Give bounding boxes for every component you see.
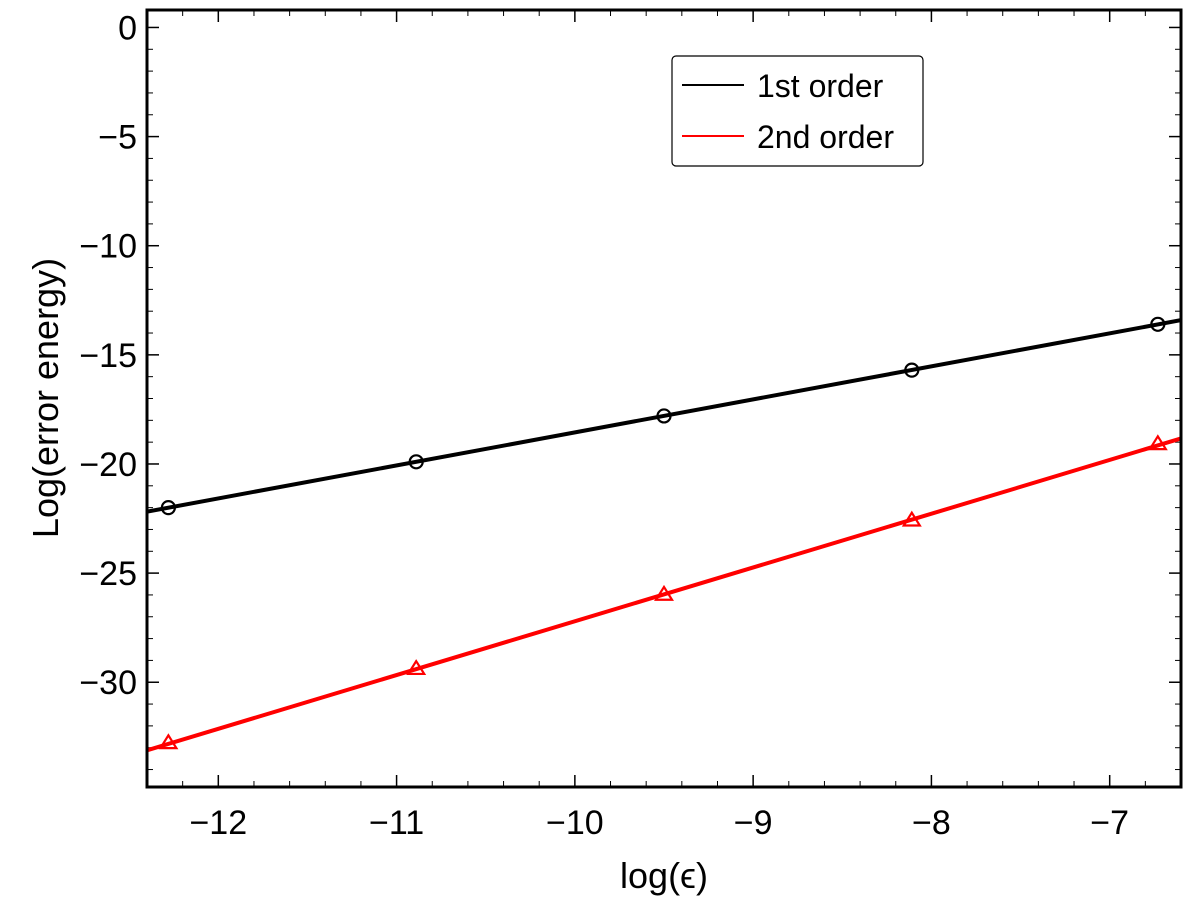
legend-label-1st-order: 1st order (757, 68, 884, 104)
y-tick-label: −30 (79, 664, 137, 702)
x-tick-label: −7 (1090, 804, 1129, 842)
data-point-2nd-order (901, 510, 922, 527)
data-point-1st-order (160, 500, 176, 516)
x-tick-label: −12 (189, 804, 247, 842)
x-tick-label: −8 (912, 804, 951, 842)
tick-labels: −12 −11 −10 −9 −8 −7 0 −5 −10 −15 −20 −25 −30 (79, 9, 1129, 842)
legend: 1st order 2nd order (671, 55, 924, 167)
tick-marks (146, 10, 1182, 787)
data-point-1st-order (408, 454, 424, 470)
legend-label-2nd-order: 2nd order (757, 119, 894, 155)
data-point-2nd-order (654, 584, 674, 601)
y-tick-label: −10 (79, 228, 137, 266)
x-tick-label: −9 (734, 804, 773, 842)
series-group (147, 316, 1181, 753)
x-tick-label: −11 (369, 804, 424, 842)
y-axis-title: Log(error energy) (25, 258, 66, 538)
plot-frame (145, 8, 1183, 789)
x-axis-title: log(ϵ) (620, 855, 708, 896)
legend-box (671, 55, 924, 167)
y-tick-label: −25 (79, 555, 137, 593)
y-tick-label: 0 (118, 9, 137, 47)
data-point-1st-order (656, 408, 672, 424)
series-line-2nd-order (147, 436, 1181, 753)
y-tick-label: −15 (79, 337, 137, 375)
data-point-2nd-order (406, 659, 427, 676)
data-point-1st-order (904, 362, 920, 378)
data-point-2nd-order (158, 733, 179, 750)
data-point-1st-order (1150, 316, 1166, 332)
y-tick-label: −20 (79, 446, 137, 484)
series-line-1st-order (147, 318, 1181, 514)
data-point-2nd-order (1147, 434, 1168, 451)
x-tick-label: −10 (546, 804, 604, 842)
y-tick-label: −5 (98, 119, 137, 157)
